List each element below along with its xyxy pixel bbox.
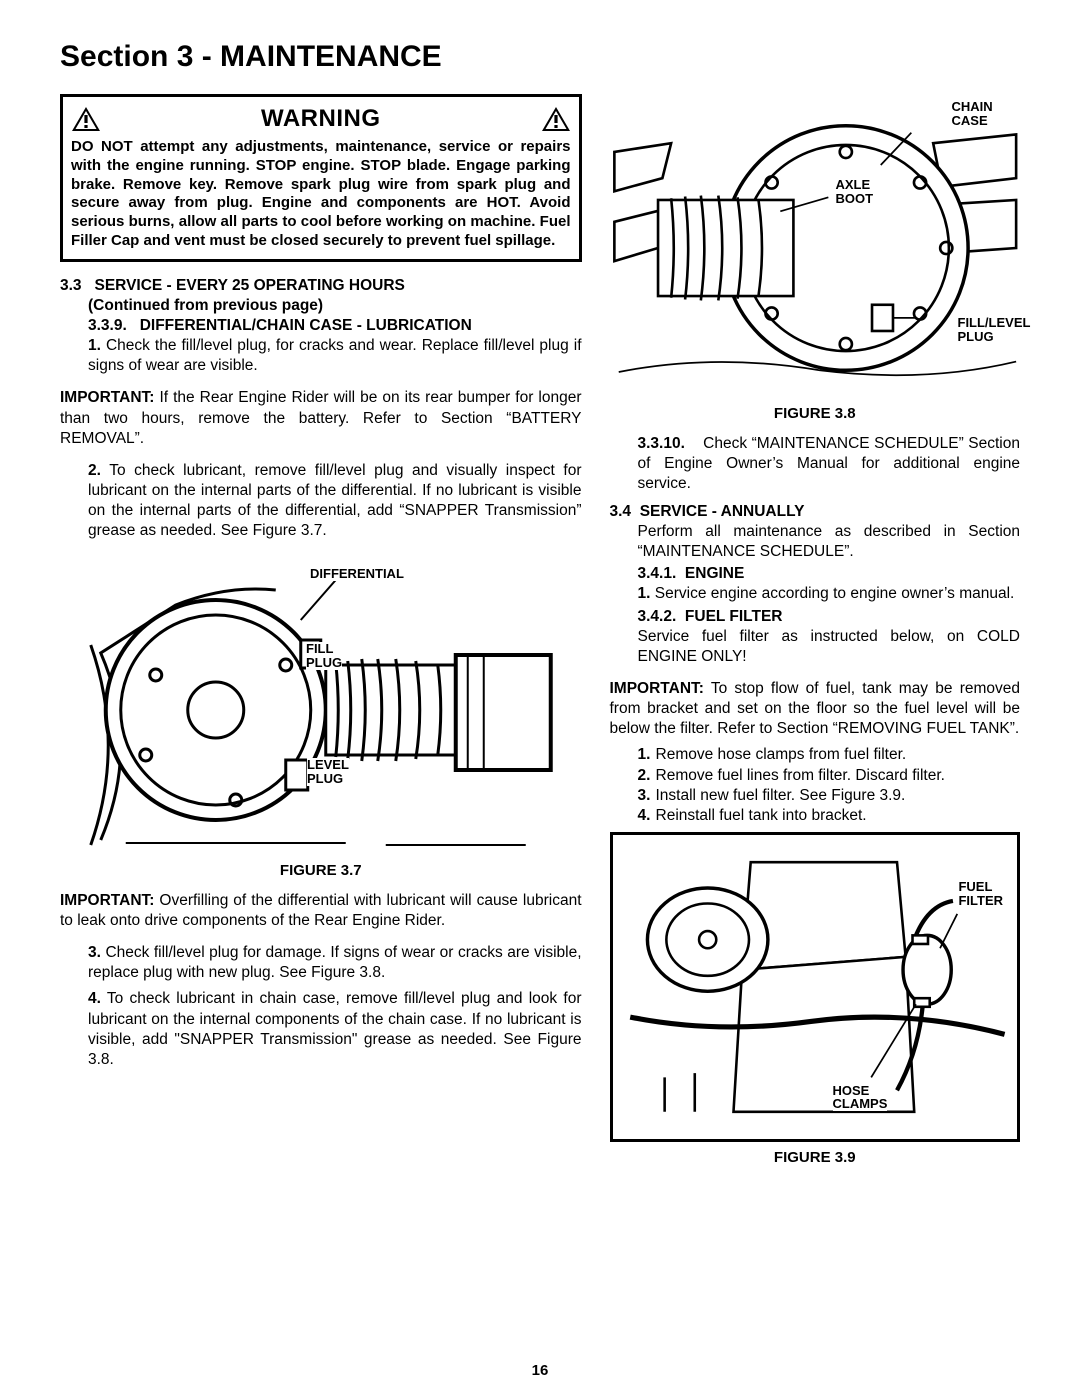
warning-title: WARNING [261, 103, 381, 134]
figure-3-7-caption: FIGURE 3.7 [60, 861, 582, 881]
important-3-lead: IMPORTANT: [610, 680, 704, 697]
heading-3-4-2-num: 3.4.2. [638, 608, 677, 625]
important-3: IMPORTANT: To stop flow of fuel, tank ma… [610, 679, 1021, 739]
para-339-3: 3. Check fill/level plug for damage. If … [88, 943, 582, 983]
text-341-1: Service engine according to engine owner… [655, 585, 1015, 602]
text-339-2: To check lubricant, remove fill/level pl… [88, 462, 582, 539]
step-t: Remove fuel lines from filter. Discard f… [656, 766, 1021, 786]
num-1: 1. [88, 337, 101, 354]
heading-3-3-9-title: DIFFERENTIAL/CHAIN CASE - LUBRICATION [140, 317, 472, 334]
figure-3-9: FUEL FILTER HOSE CLAMPS [610, 832, 1021, 1142]
para-34-intro: Perform all maintenance as described in … [638, 522, 1021, 562]
num-3310: 3.3.10. [638, 435, 685, 452]
para-339-2: 2. To check lubricant, remove fill/level… [88, 461, 582, 542]
important-2: IMPORTANT: Overfilling of the differenti… [60, 891, 582, 931]
step-t: Install new fuel filter. See Figure 3.9. [656, 786, 1021, 806]
para-342-intro: Service fuel filter as instructed below,… [638, 627, 1021, 667]
figure-3-8-svg [610, 98, 1021, 398]
warning-body: DO NOT attempt any adjustments, maintena… [71, 138, 571, 251]
text-3310: Check “MAINTENANCE SCHEDULE” Section of … [638, 435, 1021, 492]
para-341-1: 1. Service engine according to engine ow… [638, 584, 1021, 604]
label-level-plug: LEVEL PLUG [307, 758, 349, 785]
heading-3-4-1-num: 3.4.1. [638, 565, 677, 582]
list-item: 1.Remove hose clamps from fuel filter. [638, 745, 1021, 765]
heading-3-3: 3.3 SERVICE - EVERY 25 OPERATING HOURS [60, 276, 582, 296]
heading-3-4-1: 3.4.1. ENGINE [638, 564, 1021, 584]
left-column: WARNING DO NOT attempt any adjustments, … [60, 94, 582, 1178]
heading-3-4-1-title: ENGINE [685, 565, 744, 582]
figure-3-8-caption: FIGURE 3.8 [610, 404, 1021, 424]
important-2-lead: IMPORTANT: [60, 892, 154, 909]
para-339-1: 1. Check the fill/level plug, for cracks… [88, 336, 582, 376]
para-339-4: 4. To check lubricant in chain case, rem… [88, 989, 582, 1070]
section-title: Section 3 - MAINTENANCE [60, 40, 1020, 74]
label-fill-plug: FILL PLUG [306, 642, 342, 669]
label-chain-case: CHAIN CASE [952, 100, 993, 127]
num-341-1: 1. [638, 585, 651, 602]
heading-3-3-9-num: 3.3.9. [88, 317, 127, 334]
label-fuel-filter: FUEL FILTER [958, 880, 1003, 907]
heading-3-3-title: SERVICE - EVERY 25 OPERATING HOURS [94, 277, 404, 294]
text-339-1: Check the fill/level plug, for cracks an… [88, 337, 582, 374]
figure-3-7-svg [60, 545, 582, 855]
para-3310: 3.3.10. Check “MAINTENANCE SCHEDULE” Sec… [638, 434, 1021, 494]
figure-3-7: DIFFERENTIAL FILL PLUG LEVEL PLUG [60, 545, 582, 855]
heading-3-3-9: 3.3.9. DIFFERENTIAL/CHAIN CASE - LUBRICA… [88, 316, 582, 336]
heading-3-4: 3.4 SERVICE - ANNUALLY [610, 502, 1021, 522]
heading-3-4-num: 3.4 [610, 503, 632, 520]
warning-box: WARNING DO NOT attempt any adjustments, … [60, 94, 582, 262]
text-339-4: To check lubricant in chain case, remove… [88, 990, 582, 1067]
list-item: 2.Remove fuel lines from filter. Discard… [638, 766, 1021, 786]
step-n: 4. [638, 806, 656, 826]
warning-icon-right [541, 106, 571, 132]
list-item: 3.Install new fuel filter. See Figure 3.… [638, 786, 1021, 806]
step-t: Reinstall fuel tank into bracket. [656, 806, 1021, 826]
heading-3-4-title: SERVICE - ANNUALLY [640, 503, 805, 520]
list-item: 4.Reinstall fuel tank into bracket. [638, 806, 1021, 826]
num-3: 3. [88, 944, 101, 961]
important-1-lead: IMPORTANT: [60, 389, 159, 406]
fuel-filter-steps: 1.Remove hose clamps from fuel filter. 2… [638, 745, 1021, 826]
step-n: 1. [638, 745, 656, 765]
figure-3-8: CHAIN CASE AXLE BOOT FILL/LEVEL PLUG [610, 98, 1021, 398]
step-n: 3. [638, 786, 656, 806]
label-hose-clamps: HOSE CLAMPS [833, 1084, 888, 1111]
step-t: Remove hose clamps from fuel filter. [656, 745, 1021, 765]
label-fill-level-plug: FILL/LEVEL PLUG [958, 316, 1031, 343]
label-axle-boot: AXLE BOOT [836, 178, 874, 205]
page-number: 16 [0, 1362, 1080, 1379]
right-column: CHAIN CASE AXLE BOOT FILL/LEVEL PLUG FIG… [610, 94, 1021, 1178]
heading-3-3-cont: (Continued from previous page) [88, 296, 582, 316]
label-differential: DIFFERENTIAL [310, 567, 404, 581]
important-1: IMPORTANT: If the Rear Engine Rider will… [60, 388, 582, 448]
figure-3-9-svg [613, 835, 1018, 1139]
figure-3-9-caption: FIGURE 3.9 [610, 1148, 1021, 1168]
warning-icon-left [71, 106, 101, 132]
num-4: 4. [88, 990, 101, 1007]
heading-3-4-2: 3.4.2. FUEL FILTER [638, 607, 1021, 627]
heading-3-3-num: 3.3 [60, 276, 82, 296]
heading-3-4-2-title: FUEL FILTER [685, 608, 783, 625]
num-2: 2. [88, 462, 101, 479]
step-n: 2. [638, 766, 656, 786]
text-339-3: Check fill/level plug for damage. If sig… [88, 944, 582, 981]
